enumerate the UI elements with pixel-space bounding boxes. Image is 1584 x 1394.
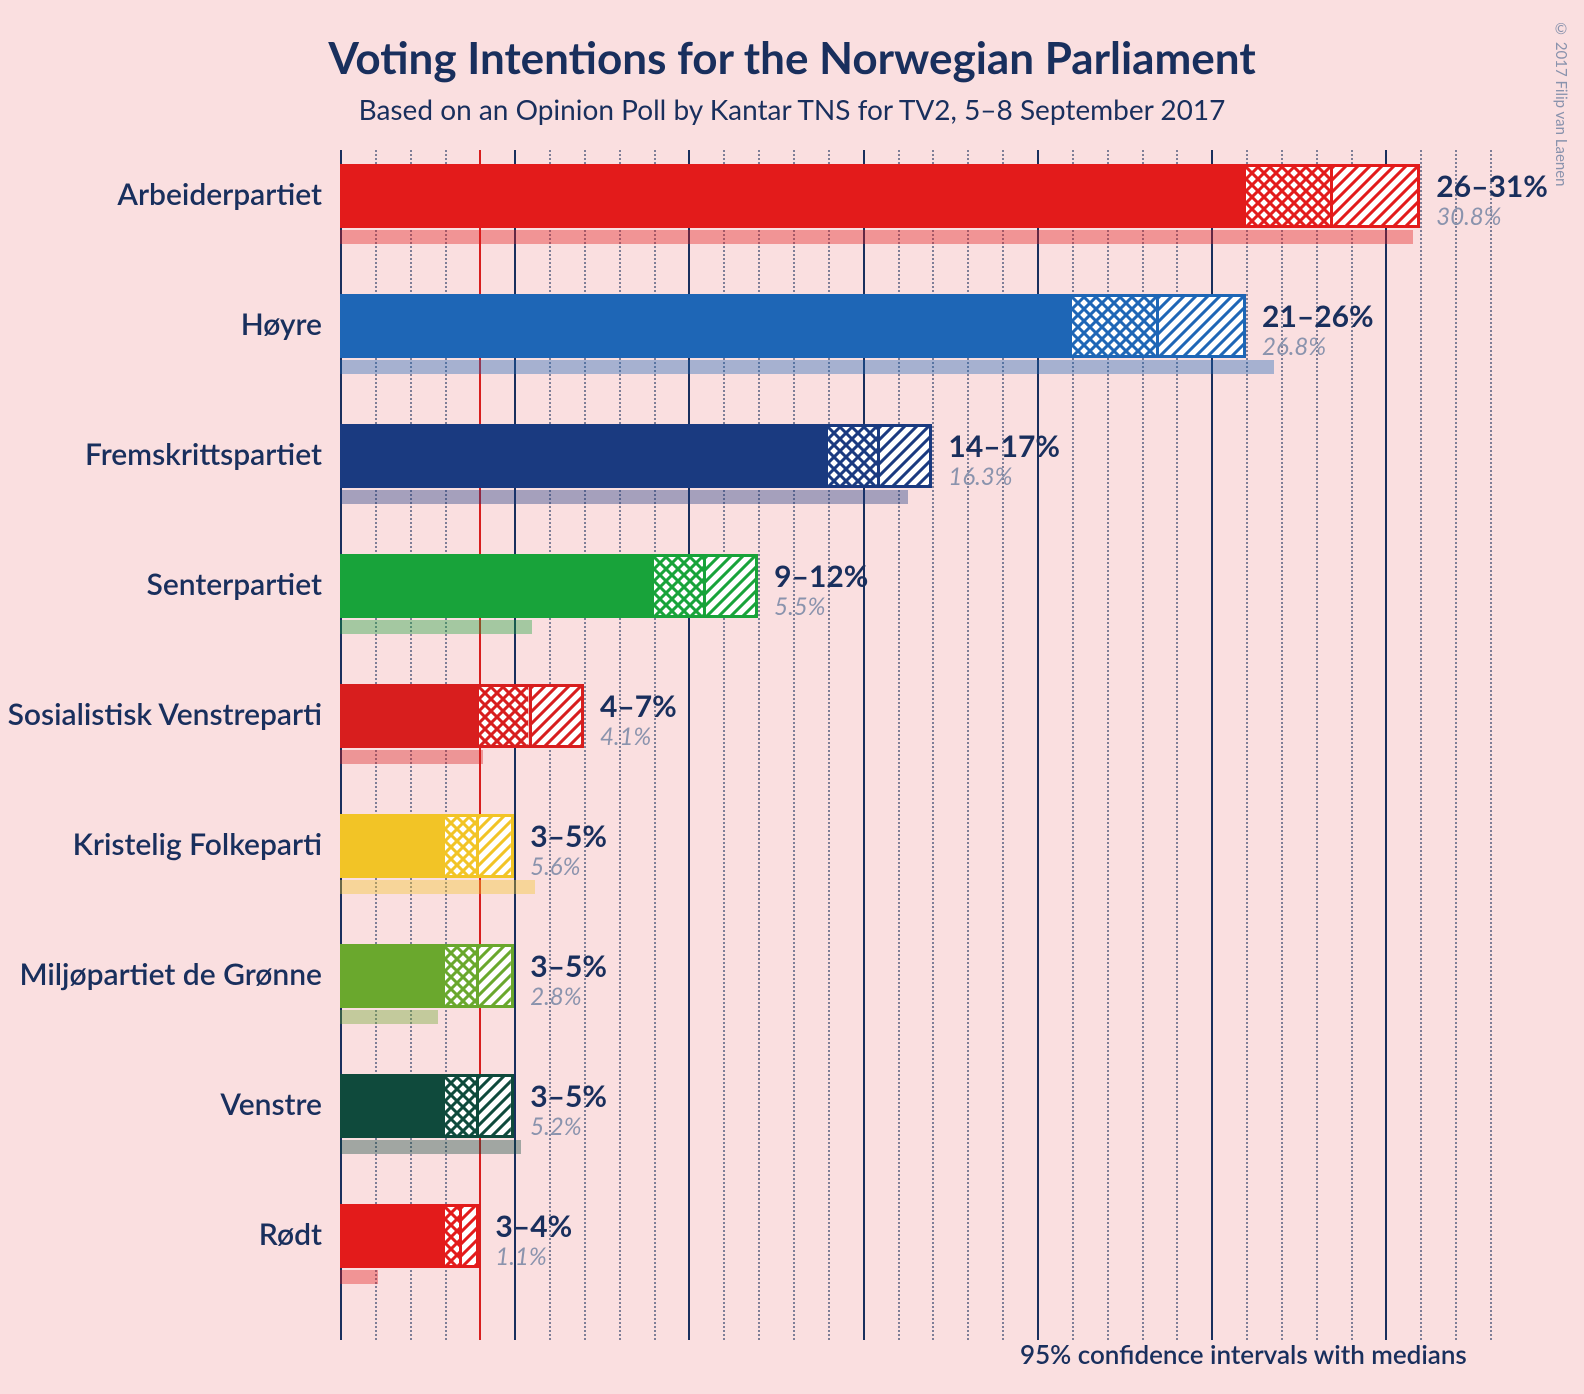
chart-plot-area: Arbeiderpartiet26–31%30.8% Høyre21–26%26.… [340,150,1490,1340]
party-row: Venstre3–5%5.2% [340,1074,1490,1158]
value-range: 3–5% [530,948,607,984]
value-range: 9–12% [774,558,868,594]
party-row: Arbeiderpartiet26–31%30.8% [340,164,1490,248]
party-label: Sosialistisk Venstreparti [8,696,322,732]
party-label: Senterpartiet [147,566,322,602]
party-label: Venstre [220,1086,322,1122]
bar-diagonal [1159,294,1246,358]
bar-crosshatch [828,424,880,488]
value-range: 3–5% [530,818,607,854]
party-row: Rødt3–4%1.1% [340,1204,1490,1288]
bar-solid [340,684,479,748]
bar-diagonal [479,1074,514,1138]
value-previous: 2.8% [530,982,581,1011]
bar-crosshatch [445,814,480,878]
chart-title: Voting Intentions for the Norwegian Parl… [0,0,1584,84]
gridline-minor [1490,150,1492,1340]
value-previous: 26.8% [1262,332,1326,361]
bar-solid [340,424,828,488]
value-range: 3–4% [495,1208,572,1244]
bar-crosshatch [1072,294,1159,358]
bar-solid [340,1074,445,1138]
value-previous: 1.1% [495,1242,546,1271]
bar-diagonal [479,944,514,1008]
party-label: Rødt [259,1216,322,1252]
value-previous: 16.3% [948,462,1012,491]
bar-crosshatch [445,944,480,1008]
value-previous: 30.8% [1436,202,1501,231]
value-range: 14–17% [948,428,1060,464]
value-range: 26–31% [1436,168,1548,204]
bar-diagonal [1333,164,1420,228]
party-label: Miljøpartiet de Grønne [19,956,322,992]
party-row: Senterpartiet9–12%5.5% [340,554,1490,638]
previous-result-bar [340,620,532,634]
bar-solid [340,294,1072,358]
party-row: Miljøpartiet de Grønne3–5%2.8% [340,944,1490,1028]
value-range: 3–5% [530,1078,607,1114]
previous-result-bar [340,1140,521,1154]
bar-solid [340,814,445,878]
previous-result-bar [340,880,535,894]
bar-crosshatch [445,1074,480,1138]
bar-diagonal [706,554,758,618]
party-label: Kristelig Folkeparti [73,826,322,862]
bar-solid [340,1204,445,1268]
party-label: Arbeiderpartiet [117,176,322,212]
value-range: 21–26% [1262,298,1374,334]
bar-crosshatch [479,684,531,748]
bar-solid [340,554,654,618]
copyright-text: © 2017 Filip van Laenen [1552,20,1570,187]
party-row: Høyre21–26%26.8% [340,294,1490,378]
chart-subtitle: Based on an Opinion Poll by Kantar TNS f… [0,92,1584,126]
bar-crosshatch [654,554,706,618]
party-row: Fremskrittspartiet14–17%16.3% [340,424,1490,508]
bar-crosshatch [445,1204,462,1268]
bar-diagonal [532,684,584,748]
value-previous: 5.6% [530,852,580,881]
bar-solid [340,164,1246,228]
previous-result-bar [340,1270,378,1284]
party-row: Kristelig Folkeparti3–5%5.6% [340,814,1490,898]
party-label: Høyre [241,306,322,342]
previous-result-bar [340,750,483,764]
value-previous: 4.1% [600,722,651,751]
value-previous: 5.5% [774,592,825,621]
bar-diagonal [880,424,932,488]
bar-diagonal [479,814,514,878]
previous-result-bar [340,490,908,504]
previous-result-bar [340,1010,438,1024]
bar-solid [340,944,445,1008]
value-previous: 5.2% [530,1112,581,1141]
value-range: 4–7% [600,688,677,724]
previous-result-bar [340,360,1274,374]
bar-crosshatch [1246,164,1333,228]
party-label: Fremskrittspartiet [85,436,322,472]
footer-note: 95% confidence intervals with medians [1020,1338,1467,1370]
party-row: Sosialistisk Venstreparti4–7%4.1% [340,684,1490,768]
previous-result-bar [340,230,1413,244]
bar-diagonal [462,1204,479,1268]
